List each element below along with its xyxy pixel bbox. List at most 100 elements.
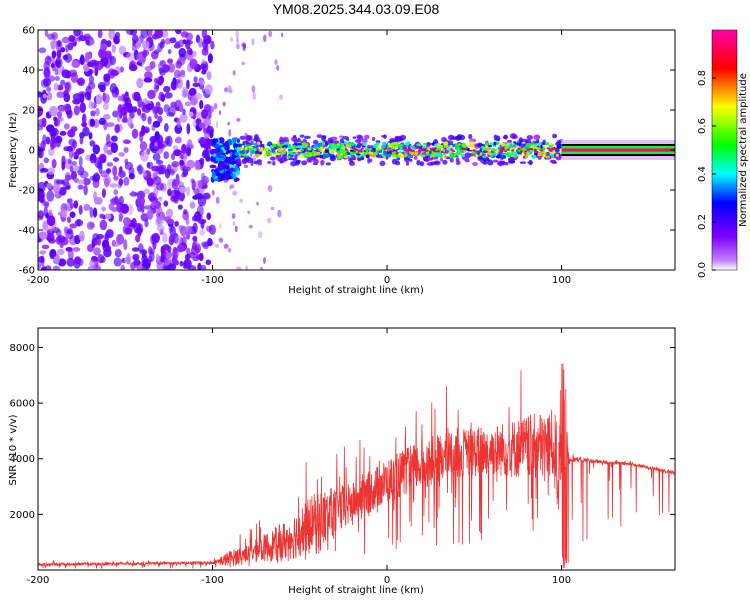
noise-cell [118, 152, 125, 157]
signal-halo-cell [282, 136, 289, 141]
signal-cell [382, 141, 387, 146]
noise-cell [204, 84, 213, 95]
y-tick-label: -20 [19, 186, 35, 197]
noise-cell [86, 221, 95, 230]
noise-cell [99, 213, 105, 219]
signal-cell [217, 155, 224, 159]
noise-cell [171, 160, 180, 168]
signal-halo-cell [253, 136, 261, 142]
noise-cell [53, 116, 57, 122]
signal-cell [313, 152, 320, 155]
noise-cell [186, 186, 191, 197]
noise-cell [47, 226, 56, 232]
noise-cell [54, 57, 63, 69]
colorbar-label: Normalized spectral amplitude [738, 73, 749, 227]
noise-cell [118, 166, 123, 175]
noise-cell [132, 34, 139, 43]
noise-cell [257, 231, 263, 239]
noise-cell [131, 217, 137, 229]
noise-cell [164, 123, 169, 132]
noise-cell [61, 36, 70, 44]
noise-cell [206, 70, 212, 81]
noise-cell [87, 81, 96, 90]
signal-peak-cell [363, 149, 367, 152]
signal-halo-cell [524, 139, 529, 144]
signal-cell [323, 146, 328, 149]
noise-cell [89, 259, 97, 268]
noise-cell [99, 219, 108, 231]
signal-cell [429, 150, 432, 155]
signal-cell [506, 153, 512, 158]
signal-cell [223, 162, 228, 167]
noise-cell [47, 147, 55, 157]
noise-cell [183, 208, 188, 215]
signal-cell [283, 142, 288, 145]
noise-cell [62, 54, 69, 61]
signal-cell [259, 147, 264, 152]
signal-halo-cell [353, 156, 357, 160]
noise-cell [199, 228, 205, 236]
noise-cell [251, 37, 255, 46]
noise-cell [144, 71, 153, 80]
noise-cell [83, 184, 88, 196]
colorbar-tick-label: 0.8 [697, 70, 708, 86]
signal-cell [461, 142, 467, 147]
noise-cell [47, 167, 55, 175]
noise-cell [78, 230, 85, 242]
noise-cell [186, 47, 193, 56]
noise-cell [57, 84, 64, 91]
signal-cell [461, 153, 466, 157]
signal-cell [404, 152, 408, 158]
signal-cell [282, 148, 286, 152]
noise-cell [157, 141, 163, 149]
noise-cell [139, 141, 148, 152]
signal-cell [275, 152, 281, 156]
signal-halo-cell [493, 134, 498, 140]
signal-halo-cell [306, 156, 314, 163]
signal-cell [365, 154, 370, 159]
signal-halo-cell [526, 134, 533, 140]
noise-cell [146, 177, 155, 187]
signal-peak-cell [472, 149, 476, 152]
signal-halo-cell [463, 155, 469, 162]
noise-cell [199, 157, 205, 165]
spectrogram-cells [38, 30, 675, 270]
noise-cell [43, 206, 48, 217]
noise-cell [65, 70, 72, 79]
noise-cell [119, 66, 124, 73]
noise-cell [207, 238, 213, 247]
noise-cell [110, 135, 118, 142]
signal-peak-cell [425, 149, 429, 152]
signal-peak-cell [535, 150, 539, 153]
noise-cell [178, 47, 187, 58]
signal-cell [495, 155, 501, 159]
signal-cell [370, 154, 373, 157]
signal-cell [298, 145, 304, 149]
noise-cell [137, 108, 142, 116]
noise-cell [88, 101, 95, 110]
signal-halo-cell [505, 161, 509, 166]
signal-halo-cell [518, 137, 524, 144]
noise-cell [167, 62, 176, 73]
signal-cell [504, 142, 510, 144]
noise-cell [73, 105, 80, 116]
noise-cell [79, 136, 84, 145]
noise-cell [91, 241, 96, 249]
noise-cell [236, 43, 240, 50]
signal-cell [534, 152, 539, 156]
noise-cell [232, 190, 238, 196]
noise-cell [239, 198, 243, 203]
signal-cell [472, 151, 475, 155]
noise-cell [45, 136, 51, 145]
signal-peak-cell [533, 148, 537, 151]
noise-cell [68, 158, 72, 165]
noise-cell [139, 249, 148, 255]
signal-peak-cell [546, 147, 550, 150]
signal-cell [486, 152, 492, 156]
noise-cell [63, 103, 72, 112]
spectrogram-x-axis: -200 -100 0 100 [27, 30, 571, 286]
signal-cell [449, 145, 453, 149]
noise-cell [114, 248, 122, 258]
signal-cell [349, 149, 354, 153]
